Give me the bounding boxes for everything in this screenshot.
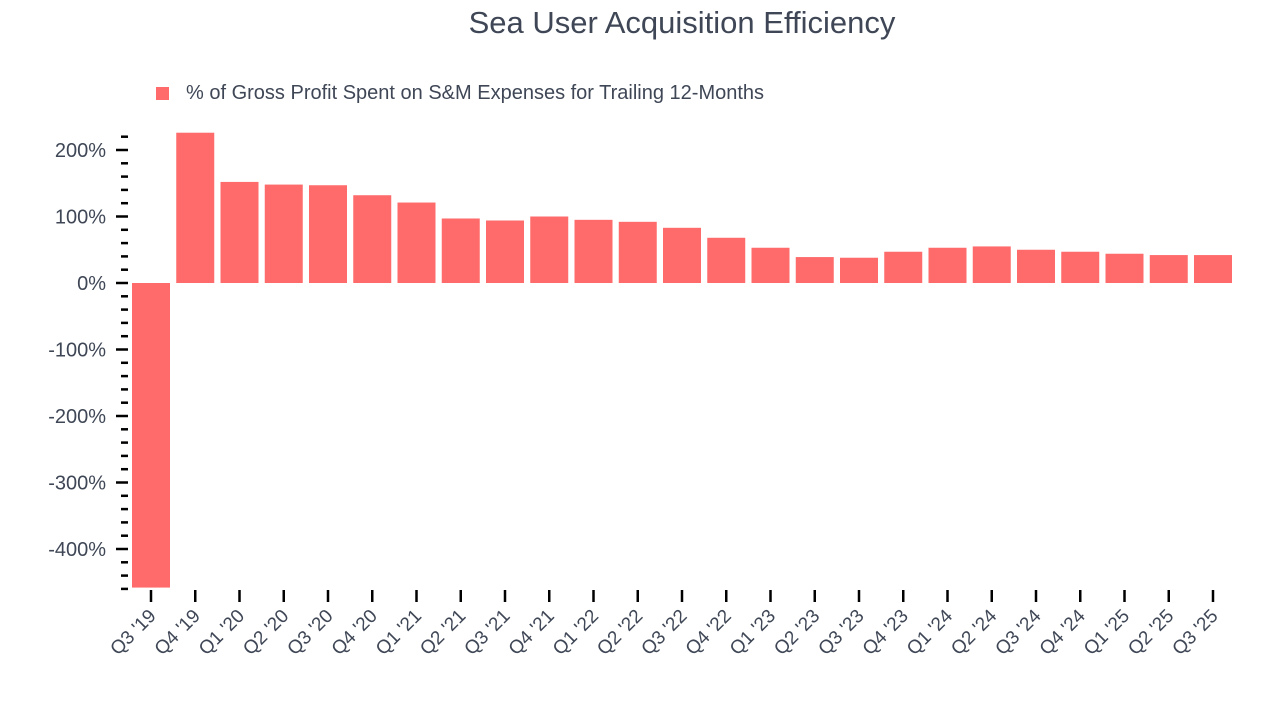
bar (264, 184, 303, 283)
bar (441, 218, 480, 283)
x-tick-label: Q3 '25 (1169, 606, 1223, 660)
y-tick-label: 100% (55, 207, 106, 229)
x-tick-label: Q1 '20 (195, 606, 249, 660)
y-tick-label: -400% (48, 539, 106, 561)
bar (707, 237, 746, 283)
x-tick-label: Q1 '22 (549, 606, 603, 660)
x-tick-label: Q3 '22 (638, 606, 692, 660)
bar (795, 257, 834, 283)
y-tick-label: -300% (48, 473, 106, 495)
legend: % of Gross Profit Spent on S&M Expenses … (156, 82, 764, 104)
x-tick-label: Q3 '23 (815, 606, 869, 660)
x-tick-label: Q2 '23 (770, 606, 824, 660)
bar (1194, 255, 1232, 283)
bar (220, 181, 259, 283)
y-tick-label: -200% (48, 406, 106, 428)
bar (1061, 251, 1100, 283)
bar (530, 216, 569, 283)
bar (1149, 255, 1188, 283)
x-tick-label: Q1 '24 (903, 605, 957, 659)
x-tick-label: Q2 '25 (1124, 606, 1178, 660)
bar (132, 283, 170, 588)
x-tick-label: Q4 '24 (1036, 605, 1090, 659)
y-tick-label: 200% (55, 140, 106, 162)
x-tick-label: Q2 '20 (239, 606, 293, 660)
x-tick-label: Q4 '23 (859, 606, 913, 660)
x-tick-label: Q3 '24 (992, 605, 1046, 659)
x-tick-label: Q4 '21 (505, 606, 559, 660)
bar (309, 185, 347, 283)
bar (884, 251, 923, 283)
y-tick-label: -100% (48, 340, 106, 362)
x-tick-label: Q2 '21 (416, 606, 470, 660)
bar (486, 220, 524, 283)
bars (132, 132, 1232, 588)
bar (397, 202, 436, 283)
x-tick-label: Q3 '20 (284, 606, 338, 660)
x-tick-label: Q2 '22 (593, 606, 647, 660)
bar (574, 219, 613, 283)
y-axis: 200% 100% 0% -100% -200% -300% -400% (48, 135, 128, 591)
bar (1017, 249, 1055, 283)
bar (751, 247, 790, 283)
x-tick-label: Q4 '22 (682, 606, 736, 660)
y-tick-label: 0% (77, 273, 106, 295)
bar (353, 195, 392, 283)
x-tick-label: Q3 '21 (461, 606, 515, 660)
legend-swatch (156, 87, 169, 100)
bar (176, 132, 215, 283)
x-tick-label: Q4 '20 (328, 606, 382, 660)
x-tick-label: Q2 '24 (947, 605, 1001, 659)
x-tick-label: Q1 '25 (1080, 606, 1134, 660)
bar (618, 221, 657, 283)
bar (972, 246, 1011, 283)
x-tick-label: Q1 '21 (372, 606, 426, 660)
legend-label: % of Gross Profit Spent on S&M Expenses … (186, 82, 764, 104)
x-tick-label: Q1 '23 (726, 606, 780, 660)
bar (1105, 253, 1144, 283)
chart-title: Sea User Acquisition Efficiency (469, 5, 896, 40)
x-tick-label: Q4 '19 (151, 606, 205, 660)
bar (928, 247, 967, 283)
x-tick-label: Q3 '19 (107, 606, 161, 660)
bar (663, 227, 701, 283)
bar (840, 257, 878, 283)
